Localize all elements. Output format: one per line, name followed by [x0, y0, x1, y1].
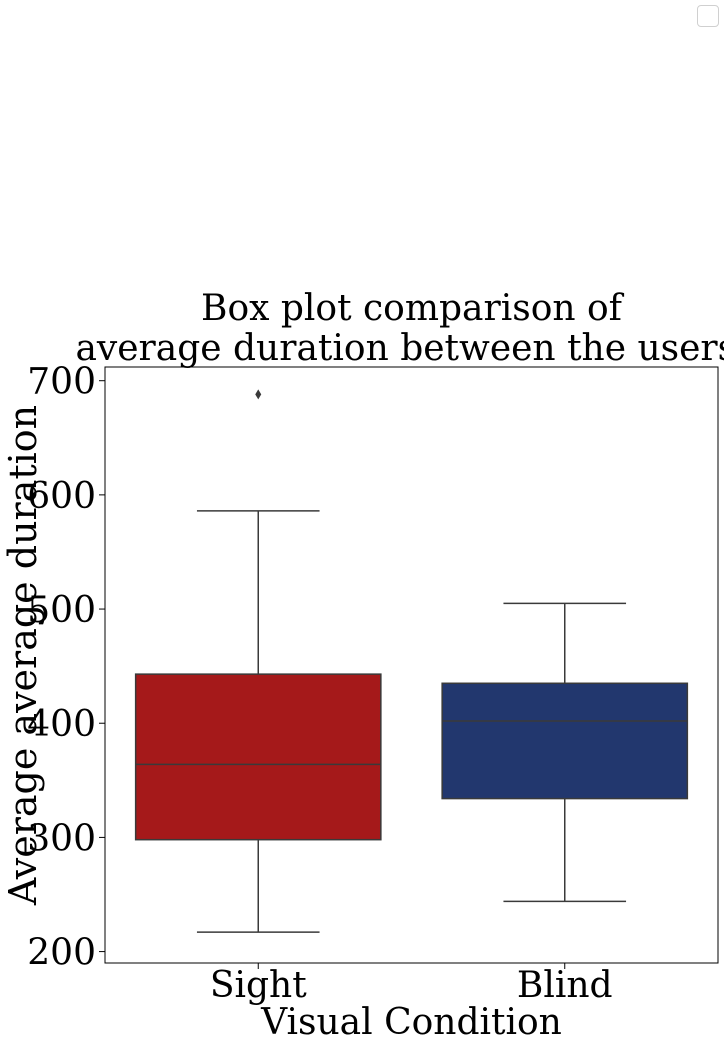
x-tick-label-sight: Sight — [210, 965, 307, 1006]
chart-title-line: Box plot comparison of — [201, 288, 625, 329]
x-axis-label: Visual Condition — [260, 1002, 562, 1043]
chart-title-line: average duration between the users. — [75, 328, 724, 369]
y-tick-label: 700 — [27, 362, 96, 403]
y-axis: 200 300 400 500 600 700 — [27, 362, 105, 974]
y-tick-label: 300 — [27, 818, 96, 859]
legend-box — [697, 5, 719, 27]
y-axis-label: Average average duration — [1, 405, 45, 906]
boxes — [134, 389, 689, 933]
y-tick-label: 200 — [27, 933, 96, 974]
box-blind — [441, 602, 689, 903]
y-tick-label: 400 — [27, 704, 96, 745]
y-tick-label: 500 — [27, 590, 96, 631]
box-sight — [134, 389, 382, 933]
box-iqr — [441, 682, 689, 800]
plot-area — [104, 366, 719, 964]
box-iqr — [134, 673, 382, 841]
x-axis: Sight Blind — [210, 963, 613, 1006]
x-tick-label-blind: Blind — [517, 965, 613, 1006]
outlier-point — [255, 389, 262, 400]
y-tick-label: 600 — [27, 476, 96, 517]
